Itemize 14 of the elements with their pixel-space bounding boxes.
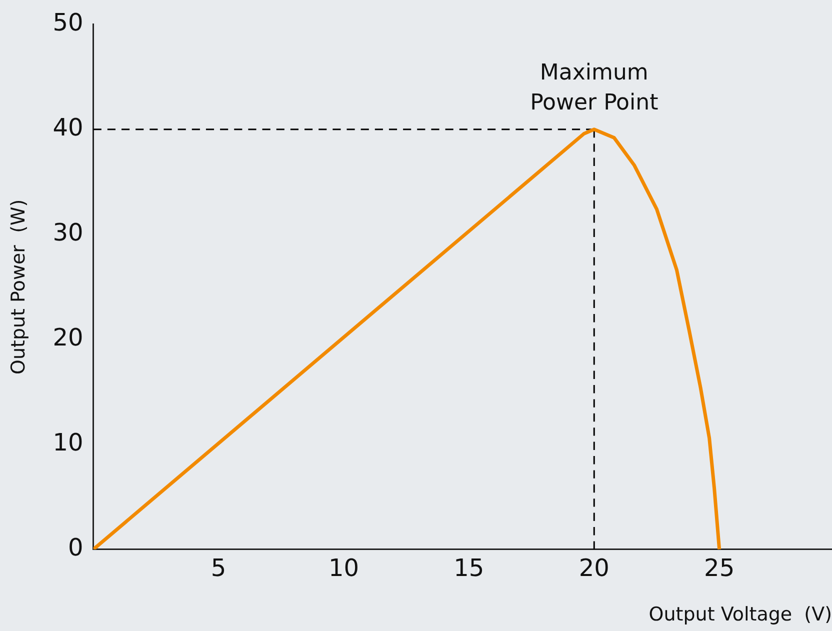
- y-tick-label: 50: [52, 8, 84, 37]
- x-tick-label: 25: [704, 554, 735, 582]
- annotation: Maximum Power Point: [530, 60, 659, 116]
- x-tick-label: 10: [328, 554, 360, 582]
- y-axis-title: Output Power (W): [7, 199, 30, 374]
- y-tick-label: 30: [52, 218, 84, 247]
- y-tick-label: 40: [52, 114, 84, 142]
- x-tick-label: 20: [578, 554, 610, 582]
- x-tick-label: 5: [210, 554, 226, 582]
- y-tick-label: 0: [68, 534, 84, 562]
- x-tick-label: 15: [454, 554, 484, 582]
- y-tick-label: 20: [52, 324, 84, 352]
- y-tick-label: 10: [52, 428, 84, 457]
- x-axis-title: Output Voltage (V): [648, 604, 832, 626]
